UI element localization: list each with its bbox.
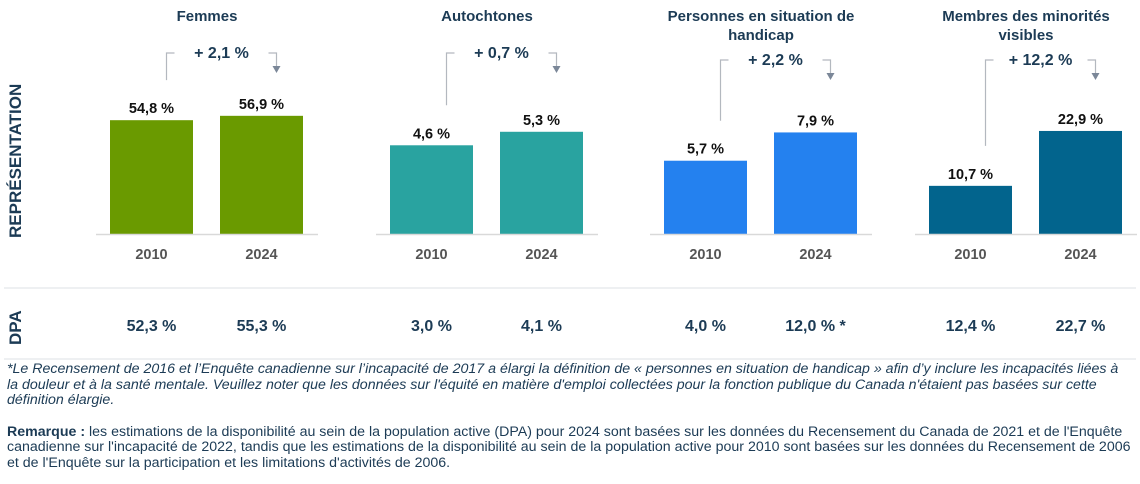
panel-title: Personnes en situation de	[668, 8, 855, 25]
bar-2024	[774, 132, 857, 234]
x-tick-label: 2024	[1064, 247, 1096, 263]
dpa-value: 3,0 %	[411, 318, 452, 335]
x-tick-label: 2010	[135, 247, 167, 263]
dpa-value: 12,4 %	[946, 318, 996, 335]
change-bracket-left	[719, 59, 729, 121]
notes: *Le Recensement de 2016 et l’Enquête can…	[7, 361, 1132, 472]
bar-2024	[220, 115, 303, 234]
bar-2024	[1039, 130, 1122, 234]
remark-label: Remarque :	[7, 423, 86, 440]
x-tick-label: 2010	[954, 247, 986, 263]
data-label: 56,9 %	[239, 97, 284, 113]
panel-title: Membres des minorités	[942, 8, 1110, 25]
bar-2010	[390, 145, 473, 234]
panel-title: Autochtones	[441, 8, 533, 25]
data-label: 22,9 %	[1058, 112, 1103, 128]
remark: Remarque : les estimations de la disponi…	[7, 423, 1132, 472]
data-label: 4,6 %	[413, 126, 450, 142]
change-bracket-right	[1087, 59, 1097, 73]
bar-2024	[500, 131, 583, 234]
x-tick-label: 2010	[415, 247, 447, 263]
panel-title: visibles	[998, 27, 1053, 44]
arrow-down-icon	[552, 66, 561, 73]
dpa-value: 52,3 %	[127, 318, 177, 335]
representation-chart: REPRÉSENTATION DPA Femmes 54,8 % 2010 52,3 …	[4, 8, 1137, 360]
change-label: + 0,7 %	[474, 45, 529, 62]
panel-title: handicap	[728, 27, 794, 44]
dpa-value: 22,7 %	[1056, 318, 1106, 335]
change-label: + 2,1 %	[194, 45, 249, 62]
x-tick-label: 2010	[689, 247, 721, 263]
panel-title: Femmes	[177, 8, 238, 25]
x-tick-label: 2024	[245, 247, 277, 263]
bar-2010	[929, 185, 1012, 234]
data-label: 54,8 %	[129, 101, 174, 117]
change-bracket-left	[984, 59, 994, 146]
arrow-down-icon	[1091, 73, 1100, 80]
change-label: + 2,2 %	[748, 52, 803, 69]
change-bracket-right	[268, 52, 278, 66]
x-tick-label: 2024	[525, 247, 557, 263]
dpa-value: 55,3 %	[237, 318, 287, 335]
remark-text: les estimations de la disponibilité au s…	[7, 423, 1131, 471]
x-tick-label: 2024	[799, 247, 831, 263]
dpa-value: 4,0 %	[685, 318, 726, 335]
data-label: 5,7 %	[687, 142, 724, 158]
dpa-value: 12,0 % *	[785, 318, 846, 335]
change-bracket-right	[822, 59, 832, 73]
data-label: 10,7 %	[948, 167, 993, 183]
change-bracket-left	[165, 52, 175, 81]
bar-2010	[110, 120, 193, 234]
footnote: *Le Recensement de 2016 et l’Enquête can…	[7, 361, 1119, 408]
change-bracket-right	[548, 52, 558, 66]
change-bracket-left	[445, 52, 455, 106]
data-label: 5,3 %	[523, 113, 560, 129]
arrow-down-icon	[826, 73, 835, 80]
row-label-representation: REPRÉSENTATION	[6, 84, 25, 238]
row-label-dpa: DPA	[6, 310, 25, 345]
arrow-down-icon	[272, 66, 281, 73]
dpa-value: 4,1 %	[521, 318, 562, 335]
data-label: 7,9 %	[797, 113, 834, 129]
change-label: + 12,2 %	[1009, 52, 1073, 69]
bar-2010	[664, 160, 747, 234]
